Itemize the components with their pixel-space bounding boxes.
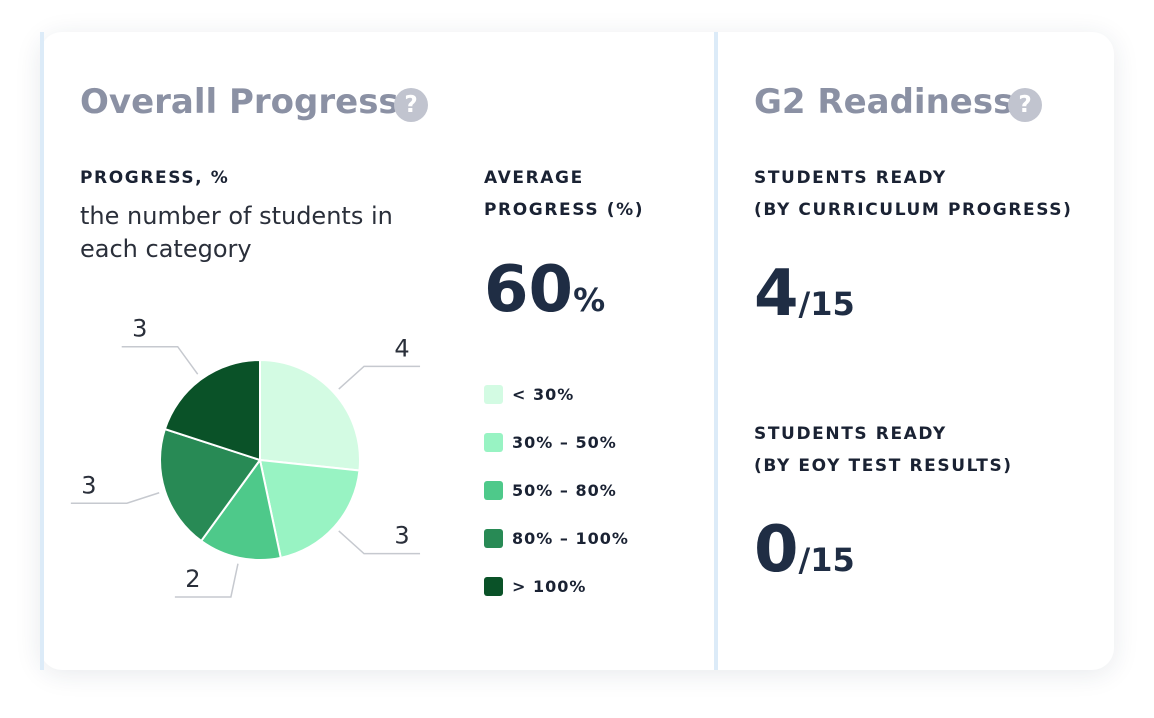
legend-label: > 100% (512, 576, 587, 596)
legend-swatch (484, 432, 503, 452)
dashboard-card (40, 32, 1114, 670)
eoy-ready-count: 0 (754, 513, 799, 587)
overall-progress-help-icon[interactable]: ? (394, 88, 428, 122)
g2-readiness-title: G2 Readiness (754, 82, 1014, 122)
pie-slice (199, 457, 282, 561)
curriculum-ready-label-line2: (BY CURRICULUM PROGRESS) (754, 200, 1073, 220)
section-divider (714, 32, 718, 670)
pie-slice-count: 3 (394, 522, 409, 550)
curriculum-ready-total: /15 (798, 285, 855, 323)
legend-item: 50% – 80% (484, 466, 629, 514)
pie-slice (163, 358, 261, 462)
legend-label: < 30% (512, 384, 575, 404)
curriculum-ready-value: 4/15 (754, 262, 855, 326)
legend-item: 80% – 100% (484, 514, 629, 562)
legend-swatch (484, 528, 503, 548)
pie-slice-count: 4 (394, 334, 409, 362)
pie-leader-line (338, 530, 421, 555)
legend-label: 30% – 50% (512, 432, 617, 452)
pie-slice-count: 2 (185, 565, 200, 593)
legend-item: < 30% (484, 370, 629, 418)
pie-leader-line (121, 345, 199, 375)
eoy-ready-label-line2: (BY EOY TEST RESULTS) (754, 456, 1013, 476)
average-progress-value: 60% (484, 258, 605, 322)
progress-subtitle: the number of students in each category (80, 202, 393, 263)
average-progress-number: 60 (484, 253, 574, 327)
pie-slice (259, 358, 361, 472)
pie-slice (159, 427, 262, 543)
curriculum-ready-label-line1: STUDENTS READY (754, 168, 947, 188)
average-progress-label-line1: AVERAGE (484, 168, 584, 188)
pie-legend: < 30% 30% – 50% 50% – 80% 80% – 100% > 100% (484, 370, 629, 610)
legend-item: 30% – 50% (484, 418, 629, 466)
eoy-ready-value: 0/15 (754, 518, 855, 582)
pie-leader-line (70, 492, 160, 505)
curriculum-ready-count: 4 (754, 257, 799, 331)
pie-leader-line (338, 365, 421, 390)
pie-slice-count: 3 (81, 471, 96, 499)
overall-progress-title: Overall Progress (80, 82, 399, 122)
legend-label: 80% – 100% (512, 528, 629, 548)
average-progress-label-line2: PROGRESS (%) (484, 200, 645, 220)
legend-swatch (484, 576, 503, 596)
legend-label: 50% – 80% (512, 480, 617, 500)
pie-leader-line (174, 563, 239, 598)
pie-slice-count: 3 (132, 315, 147, 343)
eoy-ready-total: /15 (798, 541, 855, 579)
eoy-ready-label-line1: STUDENTS READY (754, 424, 947, 444)
average-progress-unit: % (573, 281, 606, 319)
legend-swatch (484, 384, 503, 404)
progress-label: PROGRESS, % (80, 168, 230, 188)
legend-item: > 100% (484, 562, 629, 610)
legend-swatch (484, 480, 503, 500)
card-accent-border (40, 32, 44, 670)
g2-readiness-help-icon[interactable]: ? (1008, 88, 1042, 122)
pie-slice (258, 458, 361, 560)
